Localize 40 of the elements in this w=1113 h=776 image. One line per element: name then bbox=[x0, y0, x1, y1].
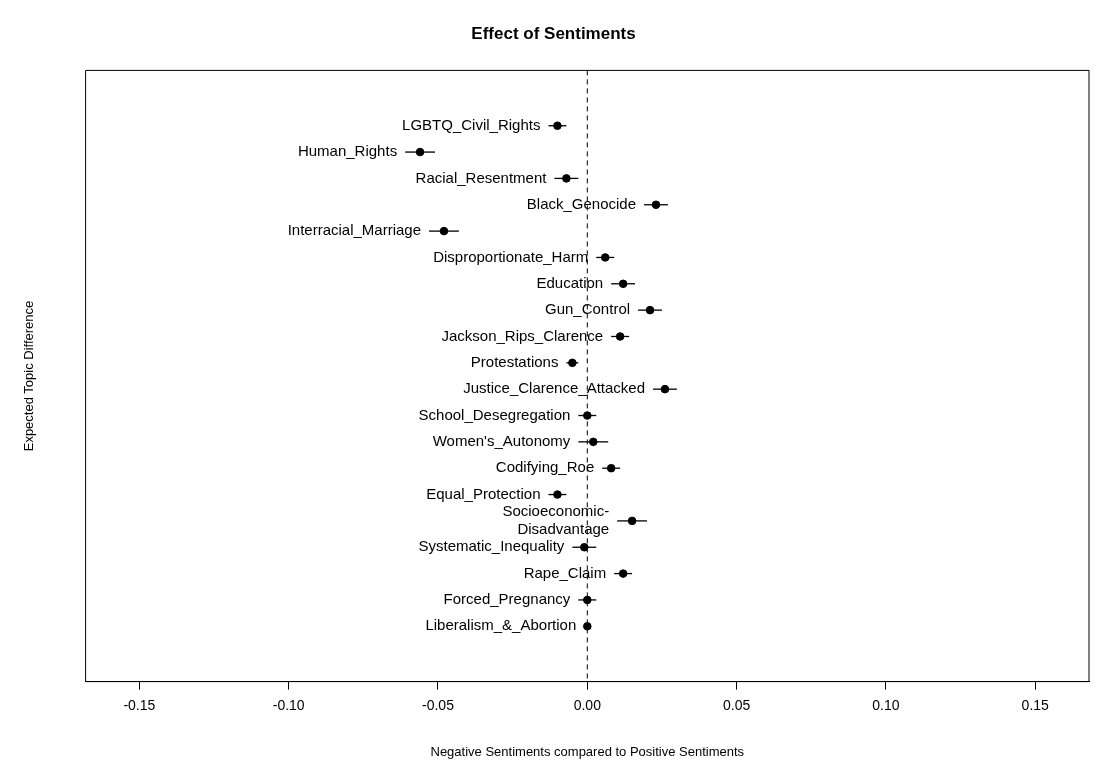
point bbox=[600, 253, 610, 262]
y-tick-label: Equal_Protection bbox=[426, 484, 541, 502]
point bbox=[553, 490, 562, 499]
y-tick-label: Women's_Autonomy bbox=[432, 432, 571, 449]
y-tick-label: Rape_Claim bbox=[523, 563, 607, 581]
y-tick-label: Systematic_Inequality bbox=[418, 537, 565, 555]
x-tick-label: 0.10 bbox=[872, 696, 900, 713]
point bbox=[615, 332, 625, 341]
x-tick-label: -0.10 bbox=[272, 696, 305, 713]
point bbox=[562, 174, 571, 183]
x-tick-label: -0.05 bbox=[422, 696, 455, 713]
y-tick-label: Justice_Clarence_Attacked bbox=[463, 379, 645, 397]
y-tick-label: Liberalism_&_Abortion bbox=[425, 616, 577, 634]
point bbox=[606, 463, 616, 473]
y-tick-label: Codifying_Roe bbox=[495, 458, 595, 476]
y-tick-label: Racial_Resentment bbox=[415, 168, 548, 186]
x-tick-label: 0.00 bbox=[573, 696, 602, 713]
y-tick-label: School_Desegregation bbox=[418, 405, 571, 423]
y-tick-label: Education bbox=[536, 273, 604, 291]
point bbox=[553, 121, 562, 131]
y-tick-label: Interracial_Marriage bbox=[287, 221, 422, 239]
x-tick-label: 0.05 bbox=[722, 696, 751, 713]
point bbox=[583, 411, 592, 420]
point bbox=[568, 358, 577, 368]
x-tick-label: -0.15 bbox=[123, 696, 156, 713]
y-tick-label: Gun_Control bbox=[545, 300, 631, 318]
point bbox=[618, 569, 628, 578]
x-axis-title: Negative Sentiments compared to Positive Sentiments bbox=[430, 743, 745, 759]
y-tick-label: Human_Rights bbox=[297, 142, 398, 160]
y-axis-title: Expected Topic Difference bbox=[21, 300, 37, 452]
y-tick-label: Black_Genocide bbox=[526, 194, 637, 212]
y-tick-label: Forced_Pregnancy bbox=[443, 590, 571, 608]
y-tick-label: Jackson_Rips_Clarence bbox=[441, 326, 604, 344]
y-tick-label: Socioeconomic- Disadvantage bbox=[502, 502, 610, 538]
chart-title: Effect of Sentiments bbox=[471, 23, 636, 43]
point bbox=[583, 621, 592, 631]
x-tick-label: 0.15 bbox=[1021, 696, 1050, 713]
y-tick-label: Protestations bbox=[470, 352, 559, 370]
y-tick-label: LGBTQ_Civil_Rights bbox=[402, 115, 541, 133]
y-tick-label: Disproportionate_Harm bbox=[433, 247, 589, 265]
